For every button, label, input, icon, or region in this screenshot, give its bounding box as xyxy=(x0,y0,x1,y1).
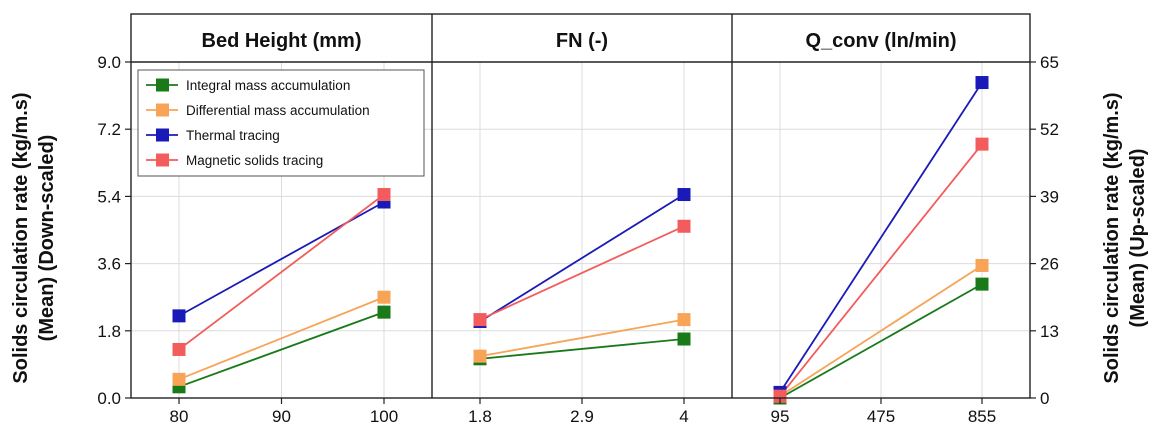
data-point xyxy=(677,313,691,327)
legend-box xyxy=(137,69,425,177)
series-line xyxy=(779,283,983,399)
series-line xyxy=(779,82,983,393)
y-axis-title-left-line2: (Mean) (Down-scaled) xyxy=(36,135,58,342)
y-axis-title-left-line1: Solids circulation rate (kg/m.s) xyxy=(10,92,32,383)
panel-title: FN (-) xyxy=(556,30,608,52)
y-tick-label-right: 65 xyxy=(1040,53,1059,72)
legend: Integral mass accumulation Differential m… xyxy=(137,69,425,177)
x-tick-label: 1.8 xyxy=(468,407,492,426)
series-line xyxy=(479,318,685,358)
y-axis-title-right-line1: Solids circulation rate (kg/m.s) xyxy=(1101,92,1123,383)
data-point xyxy=(377,290,391,304)
text-layer: 0.0 1.8 3.6 5.4 7.2 9.0 0 13 26 39 52 65 80 90 100 Bed … xyxy=(10,30,1149,426)
y-tick-label-right: 0 xyxy=(1040,389,1049,408)
data-point xyxy=(773,389,787,403)
data-point xyxy=(377,188,391,202)
data-point xyxy=(677,219,691,233)
legend-label: Thermal tracing xyxy=(186,128,280,143)
y-tick-label-right: 13 xyxy=(1040,322,1059,341)
y-tick-label-right: 52 xyxy=(1040,120,1059,139)
legend-marker xyxy=(156,78,169,92)
legend-label: Magnetic solids tracing xyxy=(186,153,323,168)
data-point xyxy=(473,313,487,327)
x-tick-label: 80 xyxy=(170,407,189,426)
data-point xyxy=(677,332,691,346)
series-line xyxy=(178,296,385,381)
y-tick-label-left: 3.6 xyxy=(97,255,121,274)
series-line xyxy=(178,311,385,388)
plot-frame xyxy=(130,13,1031,399)
legend-marker xyxy=(156,128,169,142)
x-tick-label: 4 xyxy=(679,407,688,426)
data-point xyxy=(172,342,186,356)
legend-marker xyxy=(156,153,169,167)
series-line xyxy=(779,264,983,397)
x-tick-label: 855 xyxy=(968,407,996,426)
y-tick-label-left: 0.0 xyxy=(97,389,121,408)
data-point xyxy=(172,372,186,386)
series-line xyxy=(479,193,685,323)
data-point xyxy=(975,277,989,291)
y-tick-label-left: 7.2 xyxy=(97,120,121,139)
legend-label: Integral mass accumulation xyxy=(186,78,350,93)
x-tick-label: 100 xyxy=(370,407,398,426)
x-tick-label: 475 xyxy=(867,407,895,426)
x-tick-label: 95 xyxy=(771,407,790,426)
data-point xyxy=(677,188,691,202)
data-point xyxy=(172,309,186,323)
y-tick-label-right: 26 xyxy=(1040,255,1059,274)
data-point xyxy=(975,76,989,90)
series-line xyxy=(779,143,983,397)
panel-title: Q_conv (ln/min) xyxy=(805,30,956,52)
panel-title: Bed Height (mm) xyxy=(202,30,362,52)
series-layer xyxy=(172,76,989,405)
data-point xyxy=(473,349,487,363)
data-point xyxy=(975,137,989,151)
y-tick-label-left: 5.4 xyxy=(97,187,121,206)
y-tick-label-left: 9.0 xyxy=(97,53,121,72)
y-axis-title-right-line2: (Mean) (Up-scaled) xyxy=(1127,149,1149,328)
frame-layer xyxy=(125,13,1036,404)
legend-label: Differential mass accumulation xyxy=(186,103,370,118)
x-tick-label: 90 xyxy=(272,407,291,426)
y-tick-label-left: 1.8 xyxy=(97,322,121,341)
series-line xyxy=(178,193,385,351)
data-point xyxy=(975,258,989,272)
data-point xyxy=(377,305,391,319)
series-line xyxy=(479,338,685,360)
series-line xyxy=(479,225,685,321)
x-tick-label: 2.9 xyxy=(570,407,594,426)
legend-marker xyxy=(156,103,169,117)
y-tick-label-right: 39 xyxy=(1040,187,1059,206)
